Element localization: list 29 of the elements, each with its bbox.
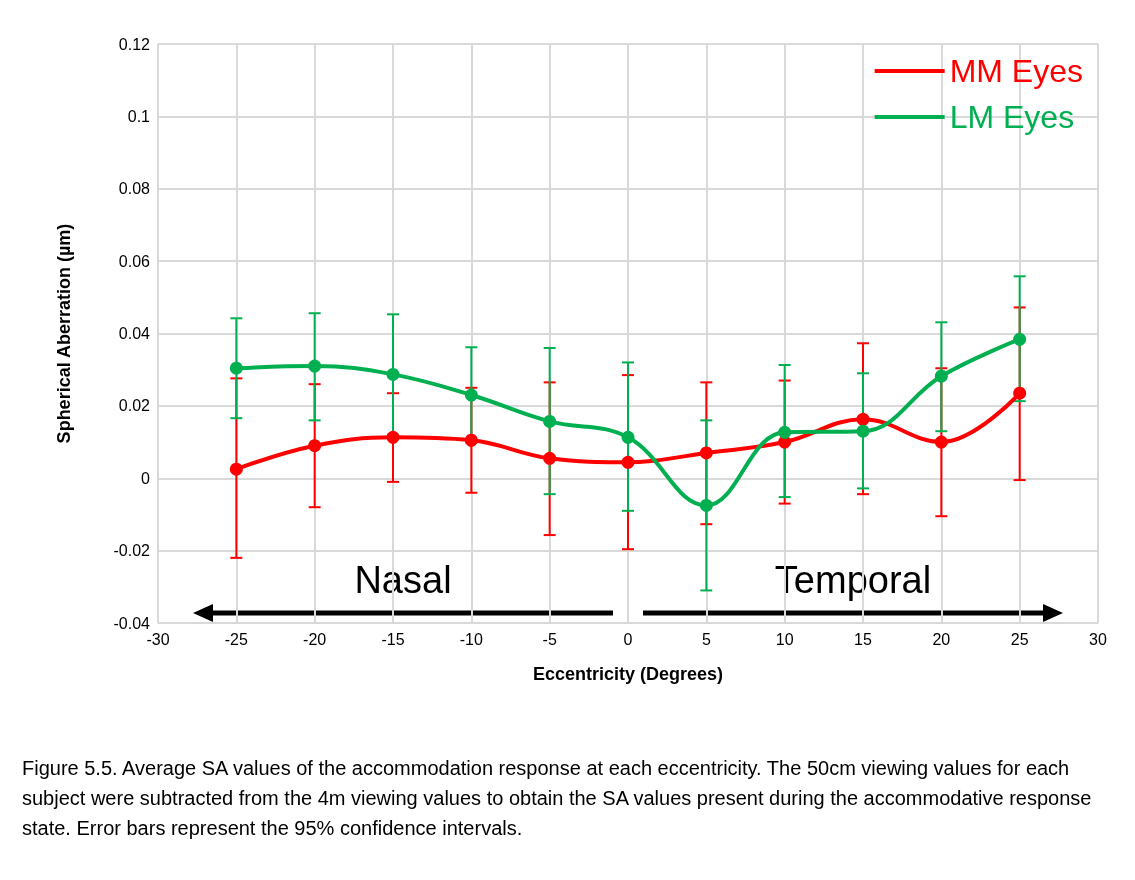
y-tick-label: -0.02 [113,542,151,560]
x-tick-label: 30 [1089,630,1107,648]
caption: Figure 5.5. Average SA values of the accommodation response at each eccentricity. The 50cm viewing values for each subject were subtracted from the 4m viewing values to obtain the SA values present during the accommodative response state. Error bars represent the 95% confidence intervals. [22,757,1098,839]
x-tick-label: -5 [542,630,557,648]
y-axis-title: Spherical Aberration (µm) [54,223,74,444]
annotation: Nasal [354,559,452,601]
x-axis-title: Eccentricity (Degrees) [532,664,724,684]
x-tick-label: -25 [224,630,248,648]
x-tick-label: -20 [303,630,327,648]
legend-label: LM Eyes [949,99,1075,135]
y-tick-label: 0 [141,469,151,487]
x-tick-label: -15 [381,630,405,648]
x-tick-label: 20 [932,630,951,648]
y-tick-label: 0.1 [127,107,151,125]
y-tick-label: 0.02 [118,397,151,415]
y-tick-label: 0.12 [118,35,151,53]
y-tick-label: -0.04 [113,614,151,632]
annotation: Temporal [774,559,932,601]
y-tick-label: 0.04 [118,325,151,342]
y-tick-label: 0.06 [118,252,151,270]
legend-label: MM Eyes [949,53,1083,89]
x-tick-label: 5 [701,630,711,648]
y-tick-label: 0.08 [118,180,151,198]
x-tick-label: -30 [146,630,170,648]
x-tick-label: 15 [854,630,872,648]
x-tick-label: 0 [623,630,633,648]
x-tick-label: 25 [1010,630,1029,648]
x-tick-label: -10 [459,630,483,648]
x-tick-label: 10 [775,630,794,648]
